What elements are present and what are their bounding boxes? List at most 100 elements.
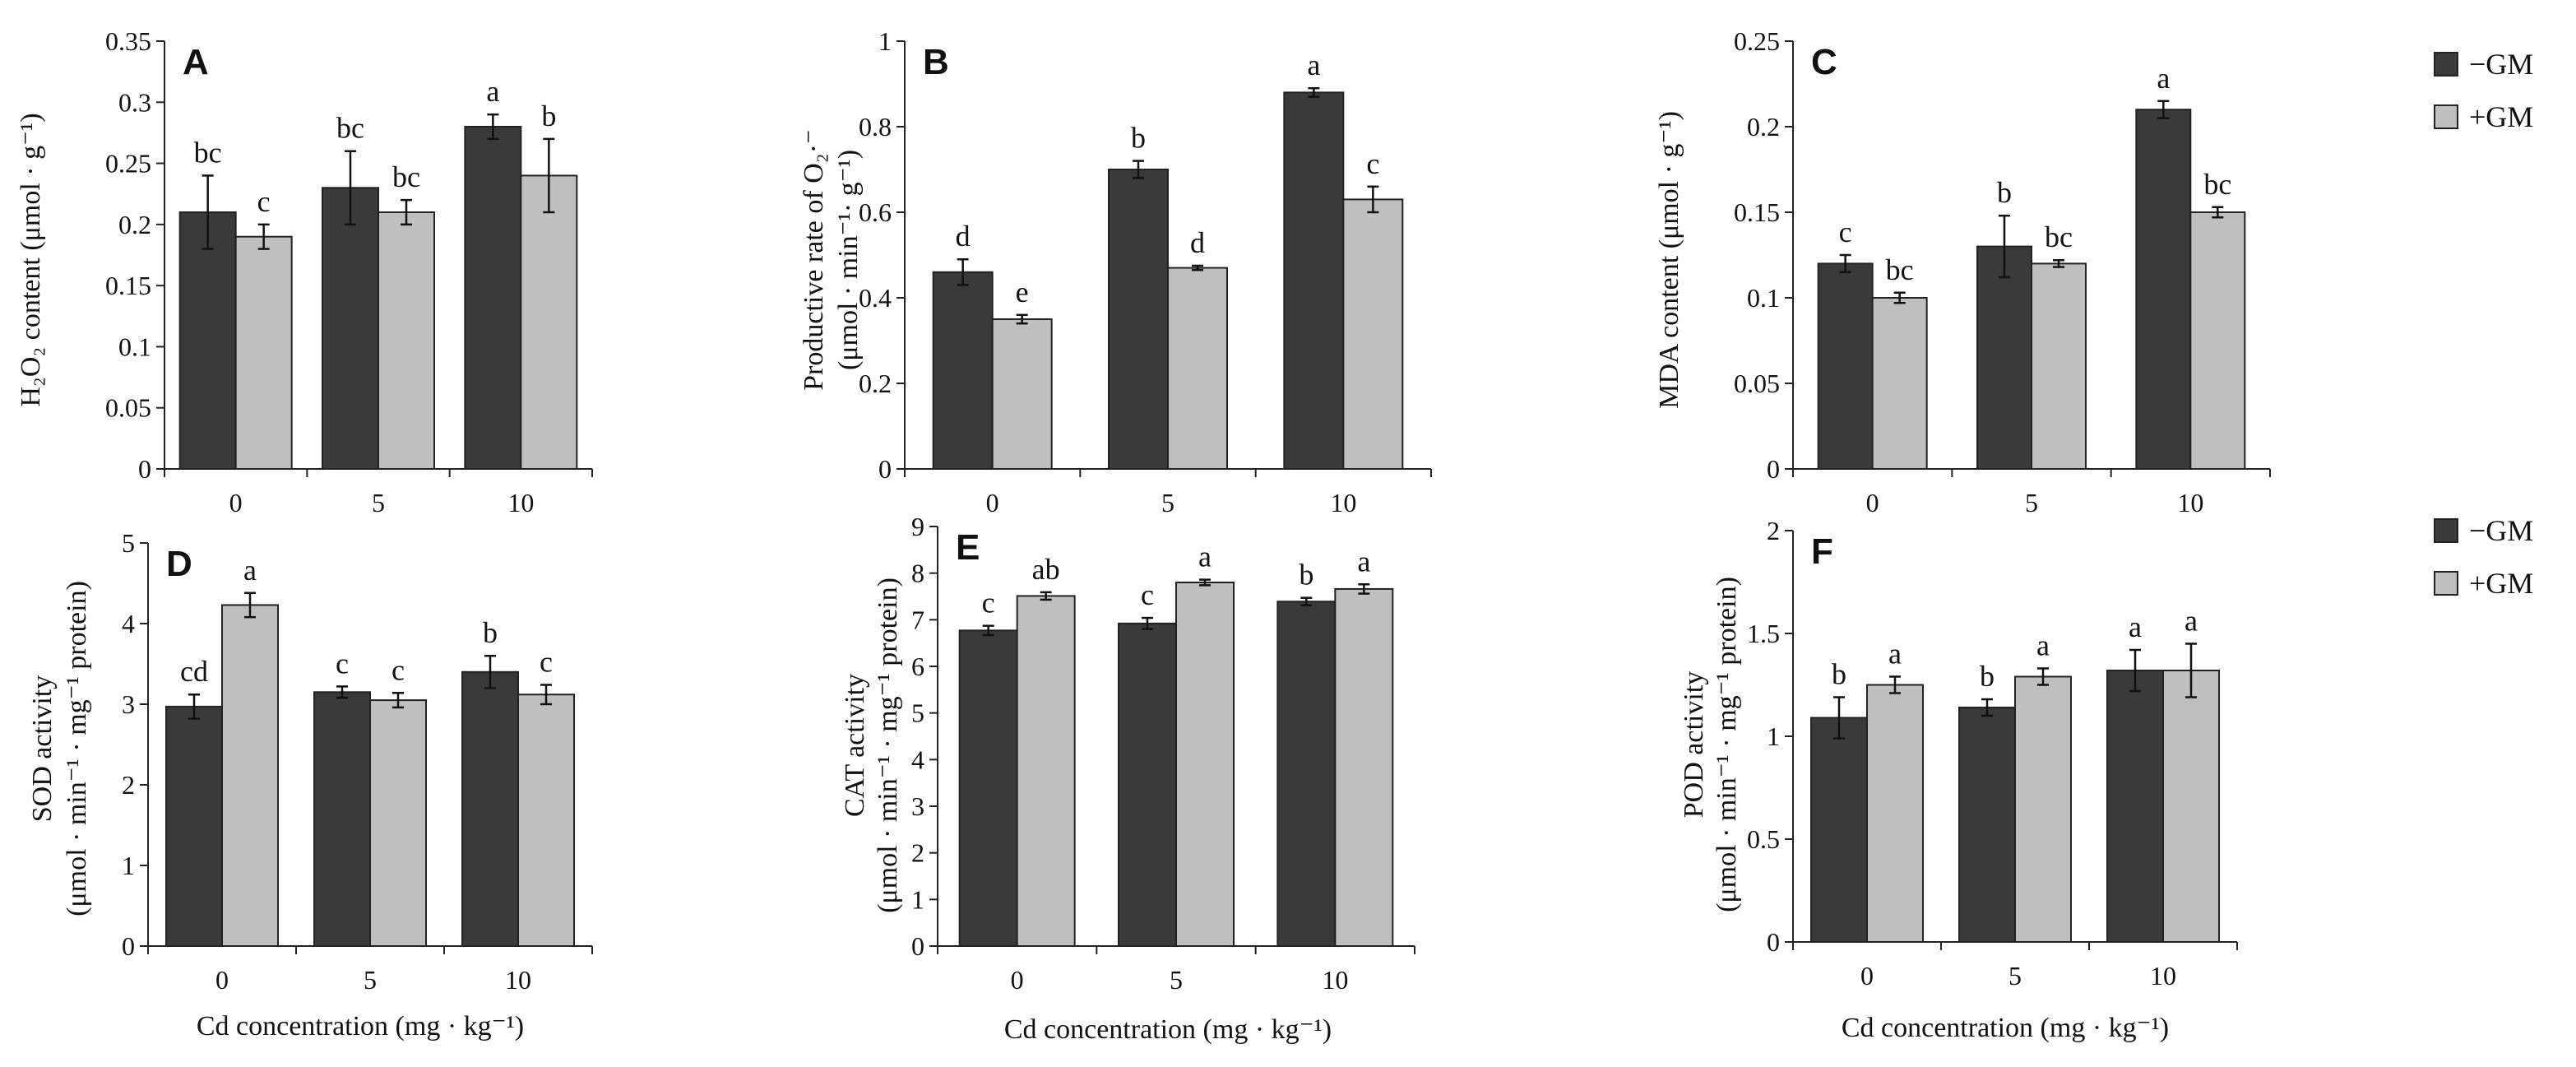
y-tick-label: 0 [878, 454, 892, 484]
panel-letter-c: C [1811, 42, 1837, 82]
bar-minus-gm [1283, 91, 1345, 471]
y-tick-label: 0.2 [859, 369, 892, 398]
y-tick-label: 0.1 [1747, 283, 1780, 313]
significance-letter: a [2185, 605, 2198, 638]
x-tick-label: 5 [2025, 488, 2038, 517]
y-tick-label: 0.3 [118, 87, 151, 117]
bar-minus-gm [464, 126, 522, 470]
legend-label-plus-gm: +GM [2469, 100, 2533, 133]
bar-minus-gm [958, 629, 1018, 947]
significance-letter: b [1997, 176, 2012, 209]
y-tick-label: 0.35 [105, 26, 151, 56]
bar-minus-gm [1817, 262, 1874, 470]
panel-f: 0 0.5 1 1.5 2 0 5 10 b b a a a a F POD activity (μmol… [1679, 516, 2238, 1043]
panel-a: 00.050.10.150.20.250.30.350 5 10bcbcacbcb … [16, 26, 593, 517]
y-tick-label: 0 [1767, 454, 1780, 484]
y-tick-label: 5 [911, 698, 924, 728]
x-tick-label: 5 [1170, 965, 1183, 995]
bar-plus-gm [1167, 267, 1228, 470]
significance-letter: bc [336, 112, 364, 145]
x-tick-label: 0 [1860, 961, 1874, 990]
significance-letter: a [2157, 62, 2170, 95]
bar-minus-gm [461, 670, 519, 948]
bar-plus-gm [2014, 675, 2072, 943]
x-axis-label-d: Cd concentration (mg · kg⁻¹) [197, 1011, 524, 1041]
significance-letter: c [982, 587, 995, 619]
bar-plus-gm [1866, 684, 1924, 943]
bar-plus-gm [1016, 595, 1076, 948]
bar-plus-gm [520, 174, 578, 471]
y-tick-label: 2 [911, 838, 924, 868]
bar-minus-gm [1108, 169, 1169, 470]
y-tick-label: 0.2 [1747, 112, 1780, 141]
x-axis-label-f: Cd concentration (mg · kg⁻¹) [1842, 1013, 2169, 1043]
panel-letter-e: E [956, 527, 980, 568]
significance-letter: c [1366, 147, 1379, 180]
y-tick-label: 0.15 [1734, 197, 1780, 227]
significance-letter: a [1888, 638, 1902, 670]
significance-letter: d [1190, 226, 1205, 259]
significance-letter: c [1839, 216, 1852, 248]
bar-minus-gm [322, 187, 379, 471]
significance-letter: c [1141, 578, 1154, 611]
significance-letter: b [1131, 122, 1146, 155]
bar-plus-gm [991, 318, 1053, 470]
significance-letter: b [1299, 559, 1313, 591]
significance-letter: b [483, 616, 498, 649]
significance-letter: c [391, 653, 405, 686]
bar-plus-gm [1334, 587, 1394, 948]
y-tick-label: 0.5 [1747, 824, 1780, 854]
x-tick-label: 5 [1161, 488, 1174, 517]
bar-plus-gm [378, 211, 435, 470]
panel-letter-a: A [183, 42, 209, 82]
legend-swatch-minus-gm-2 [2434, 518, 2458, 543]
bar-minus-gm [932, 271, 994, 470]
legend-label-minus-gm-2: −GM [2469, 514, 2533, 547]
panel-letter-d: D [166, 544, 192, 584]
significance-letter: a [2129, 610, 2142, 643]
significance-letter: a [1198, 540, 1212, 573]
y-axis-label-e-units: (μmol · min⁻¹ · mg⁻¹ protein) [873, 578, 903, 913]
y-tick-label: 5 [122, 528, 135, 558]
y-tick-label: 3 [911, 791, 924, 821]
panel-e: 0 1 2 3 4 5 6 7 8 9 0 5 10 c c b ab a a E CAT activity (μm… [840, 512, 1415, 1045]
y-tick-label: 4 [911, 745, 924, 774]
bar-plus-gm [1871, 297, 1928, 470]
y-tick-label: 1.5 [1747, 619, 1780, 648]
plot-area-c: 0 0.05 0.1 0.15 0.2 0.25 0 5 10 c b a bc bc bc [1734, 26, 2271, 517]
significance-letter: c [257, 185, 271, 218]
y-tick-label: 0.1 [118, 332, 151, 361]
significance-letter: a [1307, 49, 1320, 81]
bar-plus-gm [2031, 262, 2087, 470]
y-axis-label-b: Productive rate of O₂·⁻ [799, 129, 829, 391]
bar-plus-gm [517, 694, 575, 948]
x-axis-label-e: Cd concentration (mg · kg⁻¹) [1004, 1014, 1332, 1045]
y-axis-label-e: CAT activity [840, 674, 870, 817]
significance-letter: d [956, 220, 971, 253]
y-tick-label: 0 [911, 931, 924, 961]
significance-letter: b [1980, 660, 1995, 693]
bar-minus-gm [1118, 622, 1177, 947]
significance-letter: bc [2045, 220, 2073, 253]
x-tick-label: 10 [505, 965, 531, 995]
y-tick-label: 6 [911, 652, 924, 681]
y-tick-label: 0 [122, 931, 135, 961]
y-tick-label: 0.4 [859, 283, 892, 313]
bar-plus-gm [2189, 211, 2246, 470]
y-tick-label: 0.25 [105, 149, 151, 179]
significance-letter: a [1357, 545, 1370, 578]
x-tick-label: 0 [215, 965, 229, 995]
bar-minus-gm [1276, 601, 1337, 947]
y-tick-label: 0 [138, 454, 151, 484]
x-tick-label: 0 [229, 488, 243, 517]
x-tick-label: 10 [2177, 488, 2203, 517]
bar-plus-gm [1175, 582, 1235, 947]
x-tick-label: 10 [2150, 961, 2176, 990]
x-tick-label: 5 [2008, 961, 2022, 990]
x-tick-label: 0 [1866, 488, 1879, 517]
significance-letter: c [540, 645, 553, 678]
legend-label-plus-gm-2: +GM [2469, 567, 2533, 600]
y-tick-label: 2 [122, 770, 135, 800]
